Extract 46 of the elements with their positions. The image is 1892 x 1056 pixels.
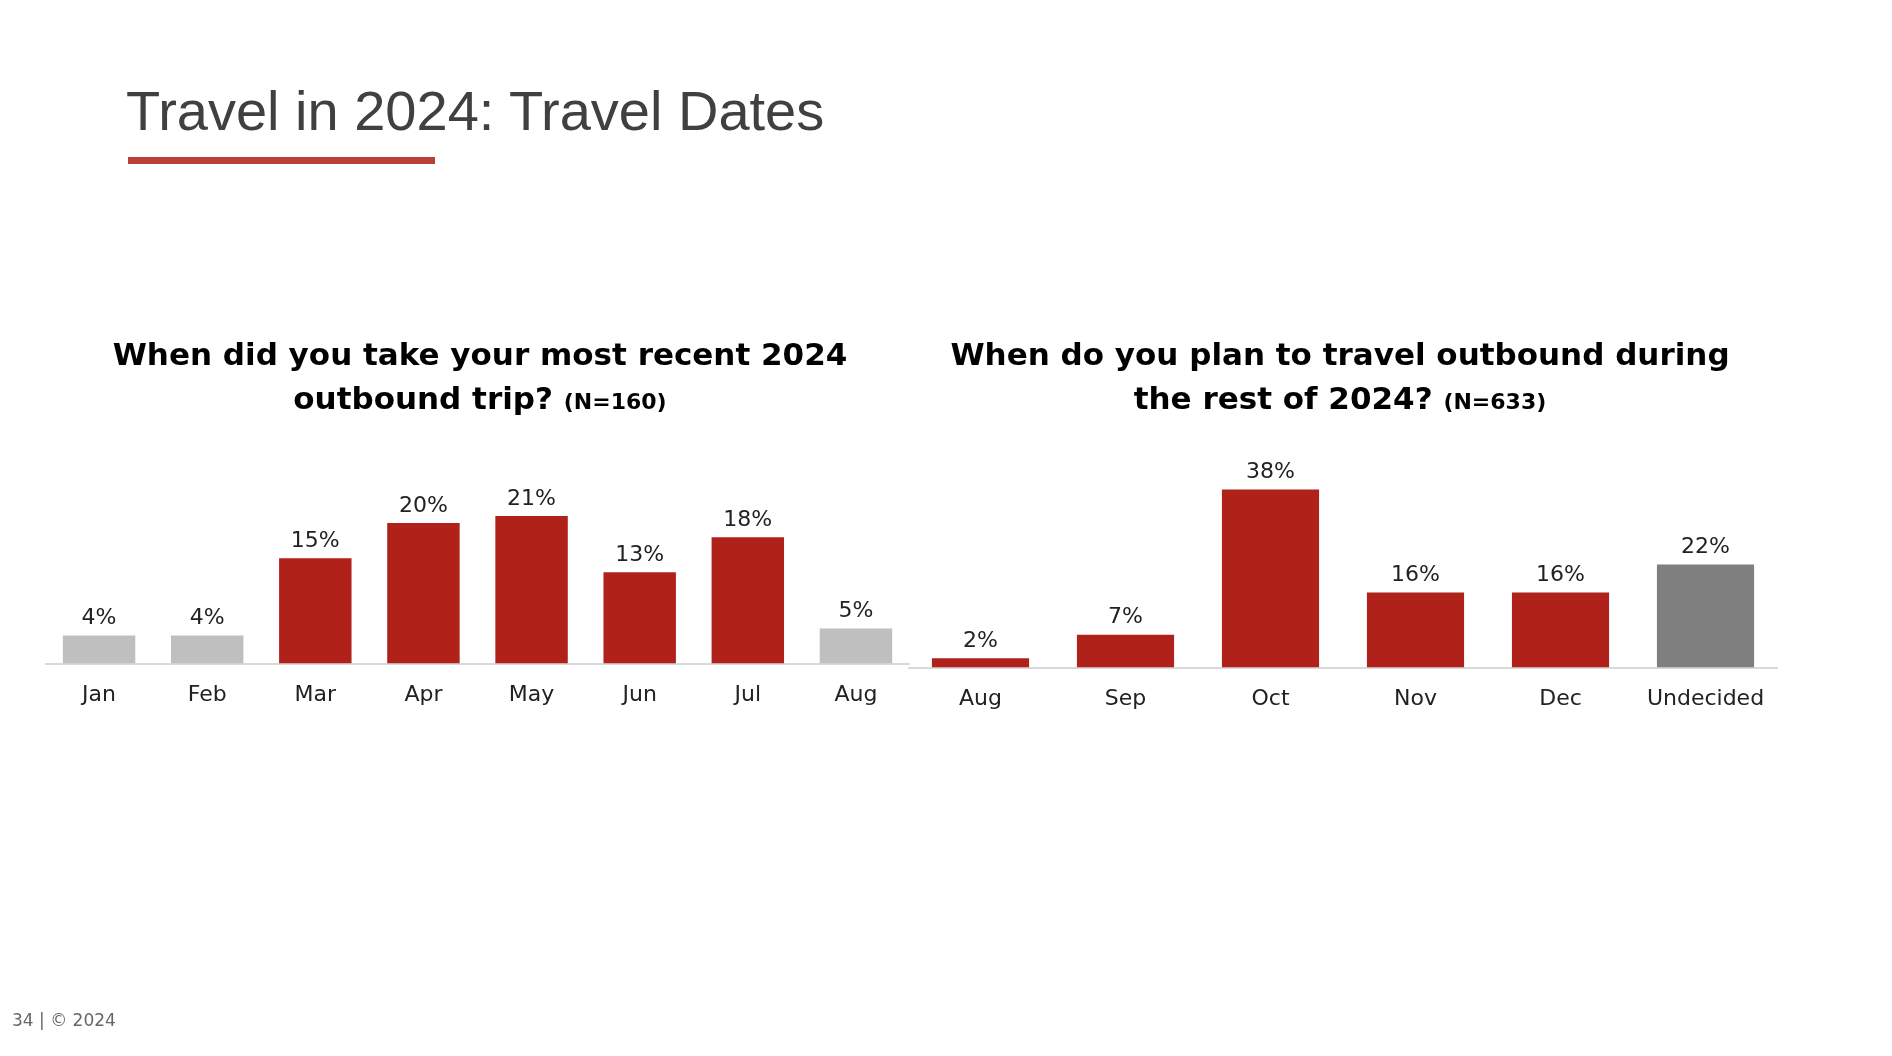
x-tick-label: Jun (620, 680, 657, 706)
data-label: 18% (723, 505, 773, 531)
data-label: 20% (398, 491, 448, 517)
data-label: 21% (507, 484, 557, 510)
data-label: 22% (1681, 533, 1730, 559)
bar (495, 516, 568, 664)
bar (1221, 489, 1320, 668)
x-tick-label: Feb (187, 680, 227, 706)
bar (931, 658, 1030, 668)
x-tick-label: Jan (80, 680, 117, 706)
x-tick-label: May (508, 680, 555, 706)
chart-subtitle: (N=160) (563, 389, 667, 414)
data-label: 38% (1246, 458, 1295, 484)
data-label: 15% (290, 526, 340, 552)
data-label: 13% (615, 541, 665, 567)
x-tick-label: Dec (1539, 684, 1582, 710)
bar (62, 635, 136, 664)
data-label: 5% (838, 597, 874, 623)
x-tick-label: Nov (1394, 684, 1437, 710)
bar (279, 558, 352, 664)
x-tick-label: Oct (1251, 684, 1290, 710)
x-tick-label: Aug (959, 684, 1002, 710)
bar (819, 628, 893, 664)
data-label: 16% (1536, 561, 1585, 587)
x-tick-label: Jul (732, 680, 762, 706)
data-label: 7% (1108, 603, 1143, 629)
x-tick-label: Sep (1104, 684, 1147, 710)
bar (387, 523, 460, 664)
data-label: 2% (963, 626, 998, 652)
x-tick-label: Undecided (1646, 684, 1765, 710)
x-tick-label: Aug (834, 680, 878, 706)
x-tick-label: Apr (404, 680, 444, 706)
bar (1076, 634, 1175, 668)
text: Travel in 2024: Travel Dates (126, 78, 825, 143)
data-label: 4% (81, 604, 117, 630)
x-tick-label: Mar (294, 680, 338, 706)
bar (1366, 592, 1465, 668)
data-label: 4% (189, 604, 225, 630)
data-label: 16% (1391, 561, 1440, 587)
chart-subtitle: (N=633) (1443, 389, 1547, 414)
bar (603, 572, 676, 664)
text: 34 | © 2024 (12, 1010, 116, 1030)
bar (170, 635, 244, 664)
bar (711, 537, 785, 664)
bar (1511, 592, 1610, 668)
bar (1656, 564, 1755, 668)
